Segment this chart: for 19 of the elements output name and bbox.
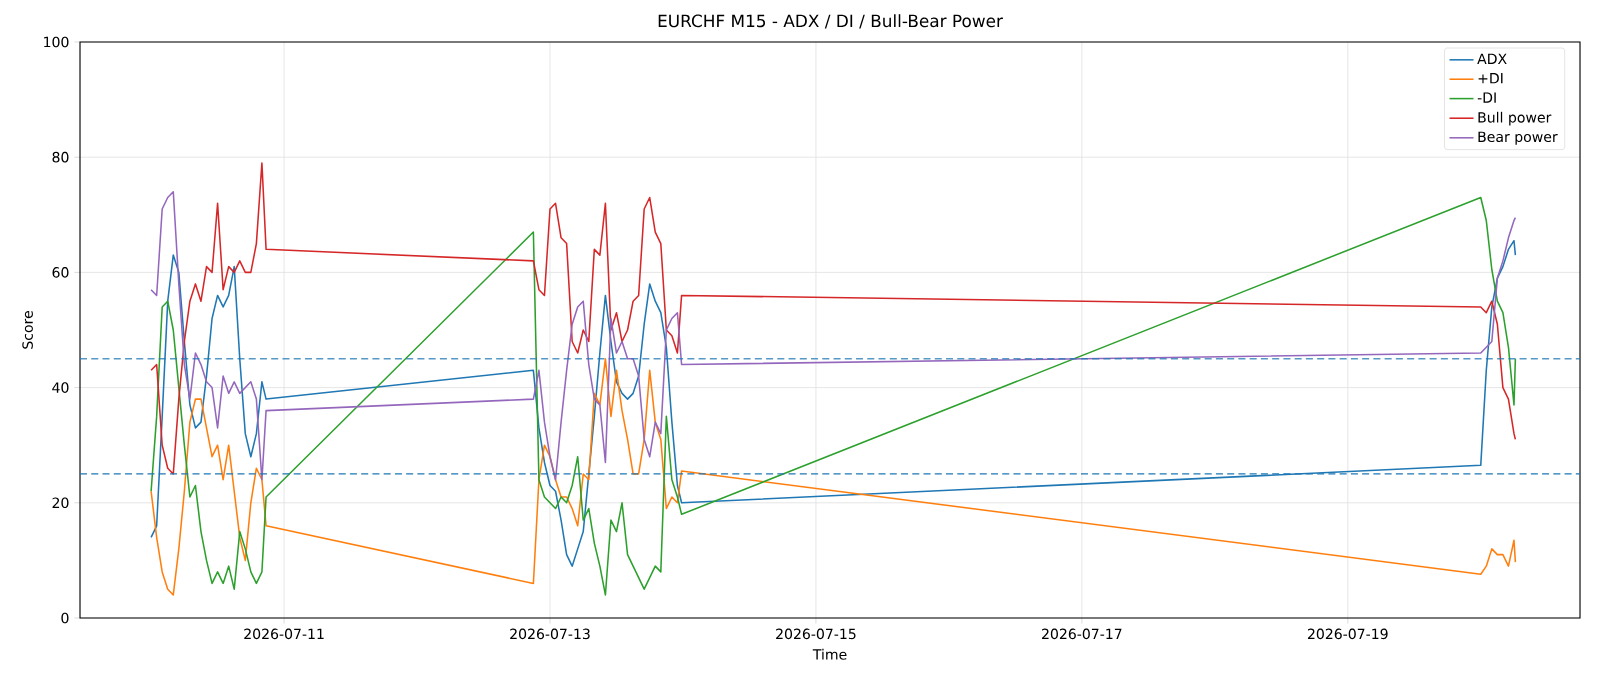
x-tick-label: 2026-07-19 <box>1307 628 1388 640</box>
y-tick-label: 60 <box>52 267 69 278</box>
x-axis-title: Time <box>812 648 847 660</box>
y-tick-label: 100 <box>44 36 69 48</box>
x-tick-label: 2026-07-11 <box>244 628 324 640</box>
y-tick-label: 20 <box>52 497 69 509</box>
legend-label: Bull power <box>1478 111 1552 126</box>
x-tick-label: 2026-07-17 <box>1042 628 1122 640</box>
legend-label: Bear power <box>1478 131 1558 145</box>
y-tick-label: 40 <box>52 382 69 393</box>
legend-label: ADX <box>1477 53 1507 64</box>
y-tick-label: 0 <box>61 612 69 624</box>
x-tick-label: 2026-07-15 <box>776 628 856 640</box>
legend-label: -DI <box>1477 92 1496 103</box>
legend-label: +DI <box>1478 73 1503 84</box>
y-axis-title: Score <box>22 311 33 349</box>
x-tick-label: 2026-07-13 <box>510 628 590 640</box>
y-tick-label: 80 <box>52 151 69 163</box>
chart-title: EURCHF M15 - ADX / DI / Bull-Bear Power <box>658 14 1003 29</box>
